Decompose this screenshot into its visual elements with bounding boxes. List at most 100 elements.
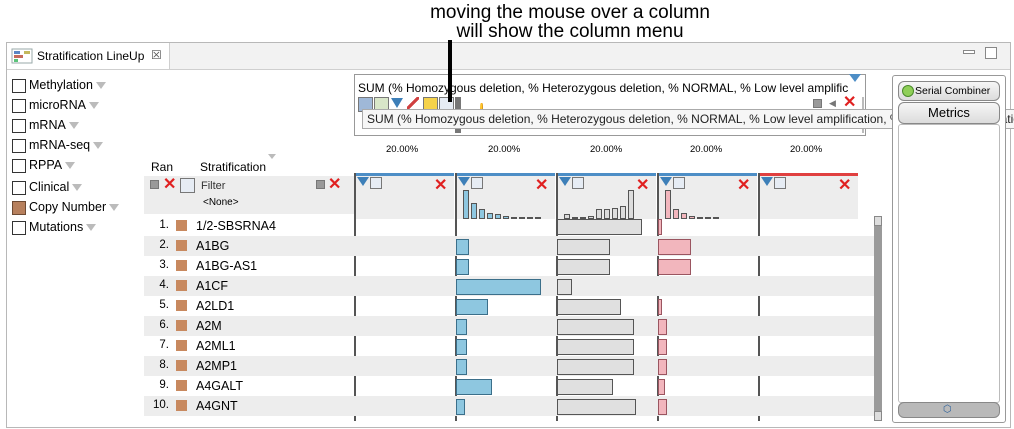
value-bar <box>456 379 492 395</box>
sub-column-header[interactable]: ✕ <box>455 173 555 219</box>
serial-combiner-button[interactable]: Serial Combiner <box>898 81 1000 101</box>
remove-sub-column-icon[interactable]: ✕ <box>838 177 852 194</box>
tab-close-icon[interactable]: ☒ <box>151 48 162 62</box>
filter-icon[interactable] <box>109 204 120 212</box>
category-item[interactable]: Copy Number <box>12 200 120 218</box>
pen-icon[interactable] <box>407 97 419 109</box>
table-row[interactable]: 1. 1/2-SBSRNA4 <box>144 216 882 236</box>
remove-sub-column-icon[interactable]: ✕ <box>737 177 751 194</box>
rank-header[interactable]: Ran <box>151 160 174 174</box>
table-row[interactable]: 8. A2MP1 <box>144 356 882 376</box>
category-checkbox[interactable] <box>12 200 26 215</box>
category-checkbox[interactable] <box>12 98 26 113</box>
category-item[interactable]: Clinical <box>12 180 83 198</box>
left-arrow-icon[interactable]: ◀ <box>829 98 836 108</box>
row-color-swatch <box>176 340 187 351</box>
sub-column-header[interactable]: ✕ <box>354 173 454 219</box>
category-checkbox[interactable] <box>12 138 26 153</box>
sub-filter-icon[interactable] <box>458 177 470 186</box>
table-row[interactable]: 4. A1CF <box>144 276 882 296</box>
filter-icon[interactable] <box>68 122 79 130</box>
category-label: mRNA <box>29 118 66 132</box>
category-item[interactable]: mRNA-seq <box>12 138 104 156</box>
filter-icon[interactable] <box>72 184 83 192</box>
sub-filter-icon[interactable] <box>761 177 773 186</box>
filter-value[interactable]: <None> <box>203 197 239 208</box>
remove-sub-column-icon[interactable]: ✕ <box>434 177 448 194</box>
value-bar <box>456 259 469 275</box>
minimize-icon[interactable] <box>963 50 975 54</box>
table-row[interactable]: 10. A4GNT <box>144 396 882 416</box>
category-item[interactable]: RPPA <box>12 158 76 176</box>
table-row[interactable]: 7. A2ML1 <box>144 336 882 356</box>
column-separator <box>354 173 356 421</box>
table-row[interactable]: 9. A4GALT <box>144 376 882 396</box>
histogram-bar <box>471 203 477 219</box>
row-gene-name: A4GNT <box>196 399 238 413</box>
serial-combiner-label: Serial Combiner <box>915 85 991 97</box>
category-item[interactable]: Mutations <box>12 220 97 238</box>
lineup-app-icon <box>11 48 33 64</box>
category-checkbox[interactable] <box>12 180 26 195</box>
sum-menu-icon[interactable] <box>849 74 861 82</box>
histogram-bar <box>689 216 695 219</box>
category-item[interactable]: Methylation <box>12 78 106 96</box>
category-checkbox[interactable] <box>12 158 26 173</box>
tab-stratification-lineup[interactable]: Stratification LineUp ☒ <box>7 43 170 69</box>
histogram-bar <box>519 217 525 219</box>
sub-image-icon[interactable] <box>572 177 584 189</box>
remove-rank-icon[interactable]: ✕ <box>163 176 177 193</box>
table-scrollbar[interactable] <box>874 216 882 421</box>
collapse-icon[interactable] <box>813 99 822 108</box>
sub-image-icon[interactable] <box>673 177 685 189</box>
remove-stratification-icon[interactable]: ✕ <box>328 176 342 193</box>
category-checkbox[interactable] <box>12 78 26 93</box>
category-checkbox[interactable] <box>12 220 26 235</box>
strat-collapse-icon[interactable] <box>316 180 325 189</box>
filter-icon[interactable] <box>88 102 99 110</box>
filter-icon[interactable] <box>391 98 403 108</box>
maximize-icon[interactable] <box>985 47 997 59</box>
remove-sub-column-icon[interactable]: ✕ <box>535 177 549 194</box>
histogram-bar <box>620 206 626 219</box>
value-bar <box>658 359 667 375</box>
row-rank: 4. <box>159 279 169 291</box>
row-color-swatch <box>176 280 187 291</box>
percent-mark: 20.00% <box>790 144 823 155</box>
remove-sub-column-icon[interactable]: ✕ <box>636 177 650 194</box>
sub-image-icon[interactable] <box>370 177 382 189</box>
stratification-header[interactable]: Stratification <box>200 160 267 174</box>
sub-filter-icon[interactable] <box>660 177 672 186</box>
rank-collapse-icon[interactable] <box>150 180 159 189</box>
table-row[interactable]: 3. A1BG-AS1 <box>144 256 882 276</box>
scroll-up-icon[interactable] <box>874 216 882 226</box>
sub-column-header[interactable]: ✕ <box>657 173 757 219</box>
table-row[interactable]: 6. A2M <box>144 316 882 336</box>
category-checkbox[interactable] <box>12 118 26 133</box>
metrics-button[interactable]: Metrics <box>898 102 1000 124</box>
metrics-expand-button[interactable]: ⬡ <box>898 402 1000 418</box>
table-row[interactable]: 5. A2LD1 <box>144 296 882 316</box>
histogram-bar <box>697 217 703 219</box>
category-item[interactable]: mRNA <box>12 118 79 136</box>
column-tooltip: SUM (% Homozygous deletion, % Heterozygo… <box>362 109 1014 129</box>
category-item[interactable]: microRNA <box>12 98 99 116</box>
sub-filter-icon[interactable] <box>559 177 571 186</box>
sub-image-icon[interactable] <box>774 177 786 189</box>
rank-image-icon[interactable] <box>180 178 195 193</box>
filter-icon[interactable] <box>93 142 104 150</box>
sub-column-header[interactable]: ✕ <box>758 173 858 219</box>
filter-icon[interactable] <box>95 82 106 90</box>
scroll-down-icon[interactable] <box>874 411 882 421</box>
row-rank: 7. <box>159 339 169 351</box>
sub-column-header[interactable]: ✕ <box>556 173 656 219</box>
filter-icon[interactable] <box>65 162 76 170</box>
remove-sum-icon[interactable]: ✕ <box>843 94 857 111</box>
stratification-menu-icon[interactable] <box>268 154 276 159</box>
filter-icon[interactable] <box>86 224 97 232</box>
histogram-bar <box>479 209 485 219</box>
table-row[interactable]: 2. A1BG <box>144 236 882 256</box>
sub-image-icon[interactable] <box>471 177 483 189</box>
value-bar <box>456 239 469 255</box>
sub-filter-icon[interactable] <box>357 177 369 186</box>
